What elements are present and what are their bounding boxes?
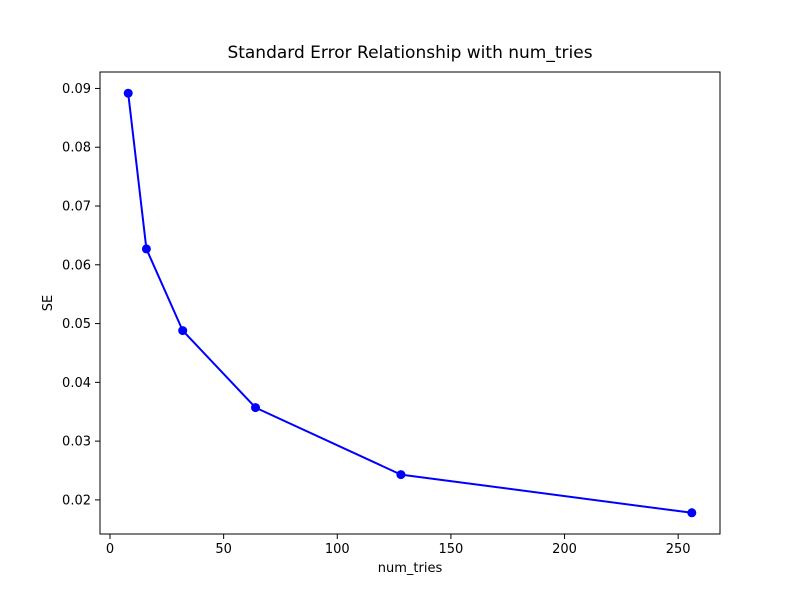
y-axis: 0.02 0.03 0.04 0.05 0.06 0.07 0.08 0.09 <box>62 82 100 508</box>
y-tick-label: 0.08 <box>62 141 91 156</box>
x-axis: 0 50 100 150 200 250 <box>106 534 691 557</box>
y-tick-label: 0.05 <box>62 317 91 332</box>
data-point-marker <box>178 326 188 336</box>
data-point-marker <box>123 88 133 98</box>
y-tick-label: 0.09 <box>62 82 91 97</box>
x-tick-label: 0 <box>106 542 114 557</box>
y-axis-label: SE <box>41 295 56 311</box>
data-point-marker <box>687 508 697 518</box>
data-point-marker <box>141 244 151 254</box>
plot-area-frame <box>99 71 721 535</box>
chart-title: Standard Error Relationship with num_tri… <box>227 43 592 63</box>
y-tick-label: 0.02 <box>62 493 91 508</box>
se-series <box>123 88 697 518</box>
y-tick-label: 0.07 <box>62 200 91 215</box>
y-tick-label: 0.06 <box>62 258 91 273</box>
y-tick-label: 0.04 <box>62 376 91 391</box>
data-point-marker <box>396 470 406 480</box>
data-point-marker <box>251 403 260 413</box>
x-tick-label: 100 <box>325 542 350 557</box>
y-tick-label: 0.03 <box>62 435 91 450</box>
x-tick-label: 50 <box>215 542 232 557</box>
x-tick-label: 200 <box>552 542 577 557</box>
x-axis-label: num_tries <box>378 561 443 576</box>
x-tick-label: 150 <box>438 542 463 557</box>
x-tick-label: 250 <box>666 542 691 557</box>
series-line <box>127 93 692 514</box>
